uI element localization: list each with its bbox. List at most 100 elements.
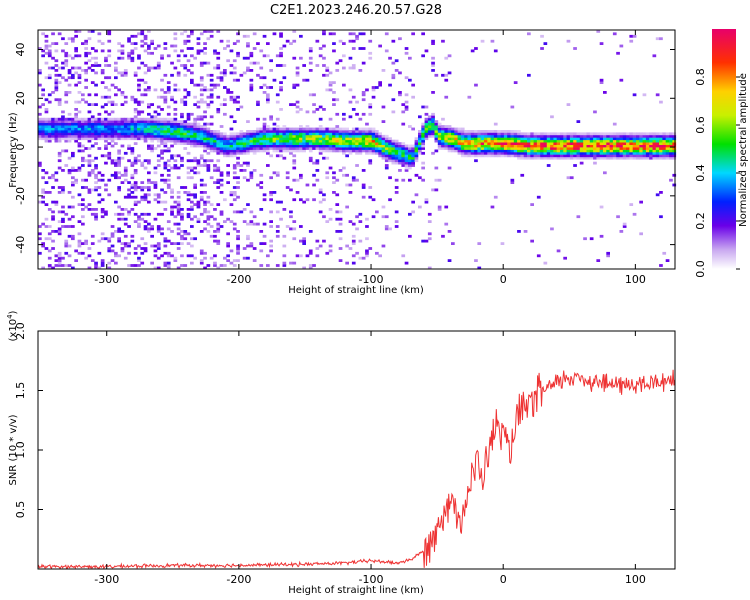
spectrogram-cell [64, 139, 69, 143]
spectrogram-cell [530, 147, 534, 150]
spectrogram-cell [318, 200, 323, 204]
spectrogram-cell [451, 142, 455, 145]
spectrogram-cell [437, 208, 442, 211]
spectrogram-cell [371, 198, 376, 202]
spectrogram-cell [546, 164, 551, 167]
spectrogram-cell [632, 151, 637, 155]
spectrogram-cell [619, 134, 624, 138]
spectrogram-cell [282, 76, 287, 80]
spectrogram-cell [87, 130, 92, 133]
spectrogram-cell [626, 147, 630, 150]
spectrogram-cell [365, 144, 369, 148]
spectrogram-cell [292, 130, 297, 133]
spectrogram-cell [127, 147, 131, 150]
spectrogram-cell [292, 149, 297, 153]
spectrogram-cell [160, 120, 164, 123]
spectrogram-cell [166, 134, 171, 138]
spectrogram-cell [133, 183, 138, 187]
spectrogram-cell [328, 217, 333, 221]
spectrogram-cell [404, 47, 409, 50]
spectrogram-cell [464, 142, 468, 145]
spectrogram-cell [437, 178, 442, 182]
spectrogram-cell [183, 186, 188, 189]
spectrogram-cell [282, 64, 287, 67]
spectrogram-cell [90, 132, 95, 136]
spectrogram-cell [137, 215, 141, 219]
spectrogram-cell [266, 134, 270, 138]
y-tick-label: 0.5 [14, 501, 27, 519]
spectrogram-cell [593, 149, 597, 153]
spectrogram-cell [196, 83, 201, 87]
spectrogram-cell [454, 144, 458, 148]
spectrogram-cell [368, 159, 373, 163]
spectrogram-cell [150, 117, 154, 121]
spectrogram-cell [183, 120, 188, 123]
spectrogram-cell [87, 173, 92, 177]
spectrogram-cell [394, 210, 399, 214]
colorbar-gradient [712, 29, 736, 269]
spectrogram-cell [147, 171, 151, 175]
spectrogram-cell [365, 149, 369, 153]
spectrogram-cell [196, 161, 201, 165]
spectrogram-cell [464, 151, 468, 155]
spectrogram-cell [566, 132, 571, 136]
spectrogram-cell [74, 30, 78, 33]
spectrogram-cell [530, 142, 534, 145]
spectrogram-cell [249, 86, 254, 89]
spectrogram-cell [404, 100, 409, 104]
spectrogram-cell [170, 212, 174, 216]
spectrogram-cell [642, 151, 647, 155]
spectrogram-cell [599, 144, 604, 148]
spectrogram-cell [315, 178, 320, 182]
spectrogram-cell [236, 39, 240, 43]
spectrogram-cell [47, 66, 52, 70]
spectrogram-cell [246, 139, 250, 143]
spectrogram-cell [41, 130, 45, 133]
spectrogram-cell [57, 125, 62, 128]
spectrogram-cell [474, 142, 478, 145]
spectrogram-cell [474, 151, 478, 155]
spectrogram-cell [269, 130, 273, 133]
spectrogram-cell [527, 139, 531, 143]
spectrogram-cell [629, 144, 634, 148]
spectrogram-cell [441, 147, 445, 150]
spectrogram-cell [150, 147, 154, 150]
spectrogram-cell [54, 86, 59, 89]
spectrogram-cell [54, 78, 59, 82]
spectrogram-cell [299, 139, 303, 143]
spectrogram-cell [342, 173, 346, 177]
spectrogram-cell [345, 205, 349, 209]
spectrogram-cell [47, 51, 52, 55]
spectrogram-cell [665, 134, 670, 138]
spectrogram-cell [47, 93, 52, 97]
spectrogram-cell [480, 39, 485, 43]
spectrogram-cell [170, 254, 174, 258]
spectrogram-cell [266, 125, 270, 128]
spectrogram-cell [133, 47, 138, 50]
spectrogram-cell [213, 169, 217, 172]
spectrogram-cell [332, 32, 336, 36]
spectrogram-cell [147, 105, 151, 109]
spectrogram-cell [216, 242, 221, 245]
spectrogram-cell [133, 100, 138, 104]
spectrogram-cell [351, 139, 356, 143]
spectrogram-cell [325, 149, 330, 153]
spectrogram-cell [203, 47, 207, 50]
spectrogram-cell [246, 34, 250, 38]
spectrogram-cell [249, 222, 254, 226]
spectrogram-cell [183, 66, 188, 70]
spectrogram-cell [140, 251, 145, 255]
spectrogram-cell [649, 144, 653, 148]
spectrogram-cell [322, 147, 326, 150]
spectrogram-cell [262, 34, 267, 38]
spectrogram-cell [652, 132, 657, 136]
spectrogram-cell [57, 227, 62, 231]
spectrogram-cell [269, 244, 273, 248]
spectrogram-cell [67, 117, 72, 121]
spectrogram-cell [269, 142, 273, 145]
spectrogram-cell [87, 127, 92, 131]
spectrogram-cell [530, 132, 534, 136]
spectrogram-cell [606, 132, 610, 136]
spectrogram-cell [236, 237, 240, 241]
spectrogram-cell [351, 144, 356, 148]
